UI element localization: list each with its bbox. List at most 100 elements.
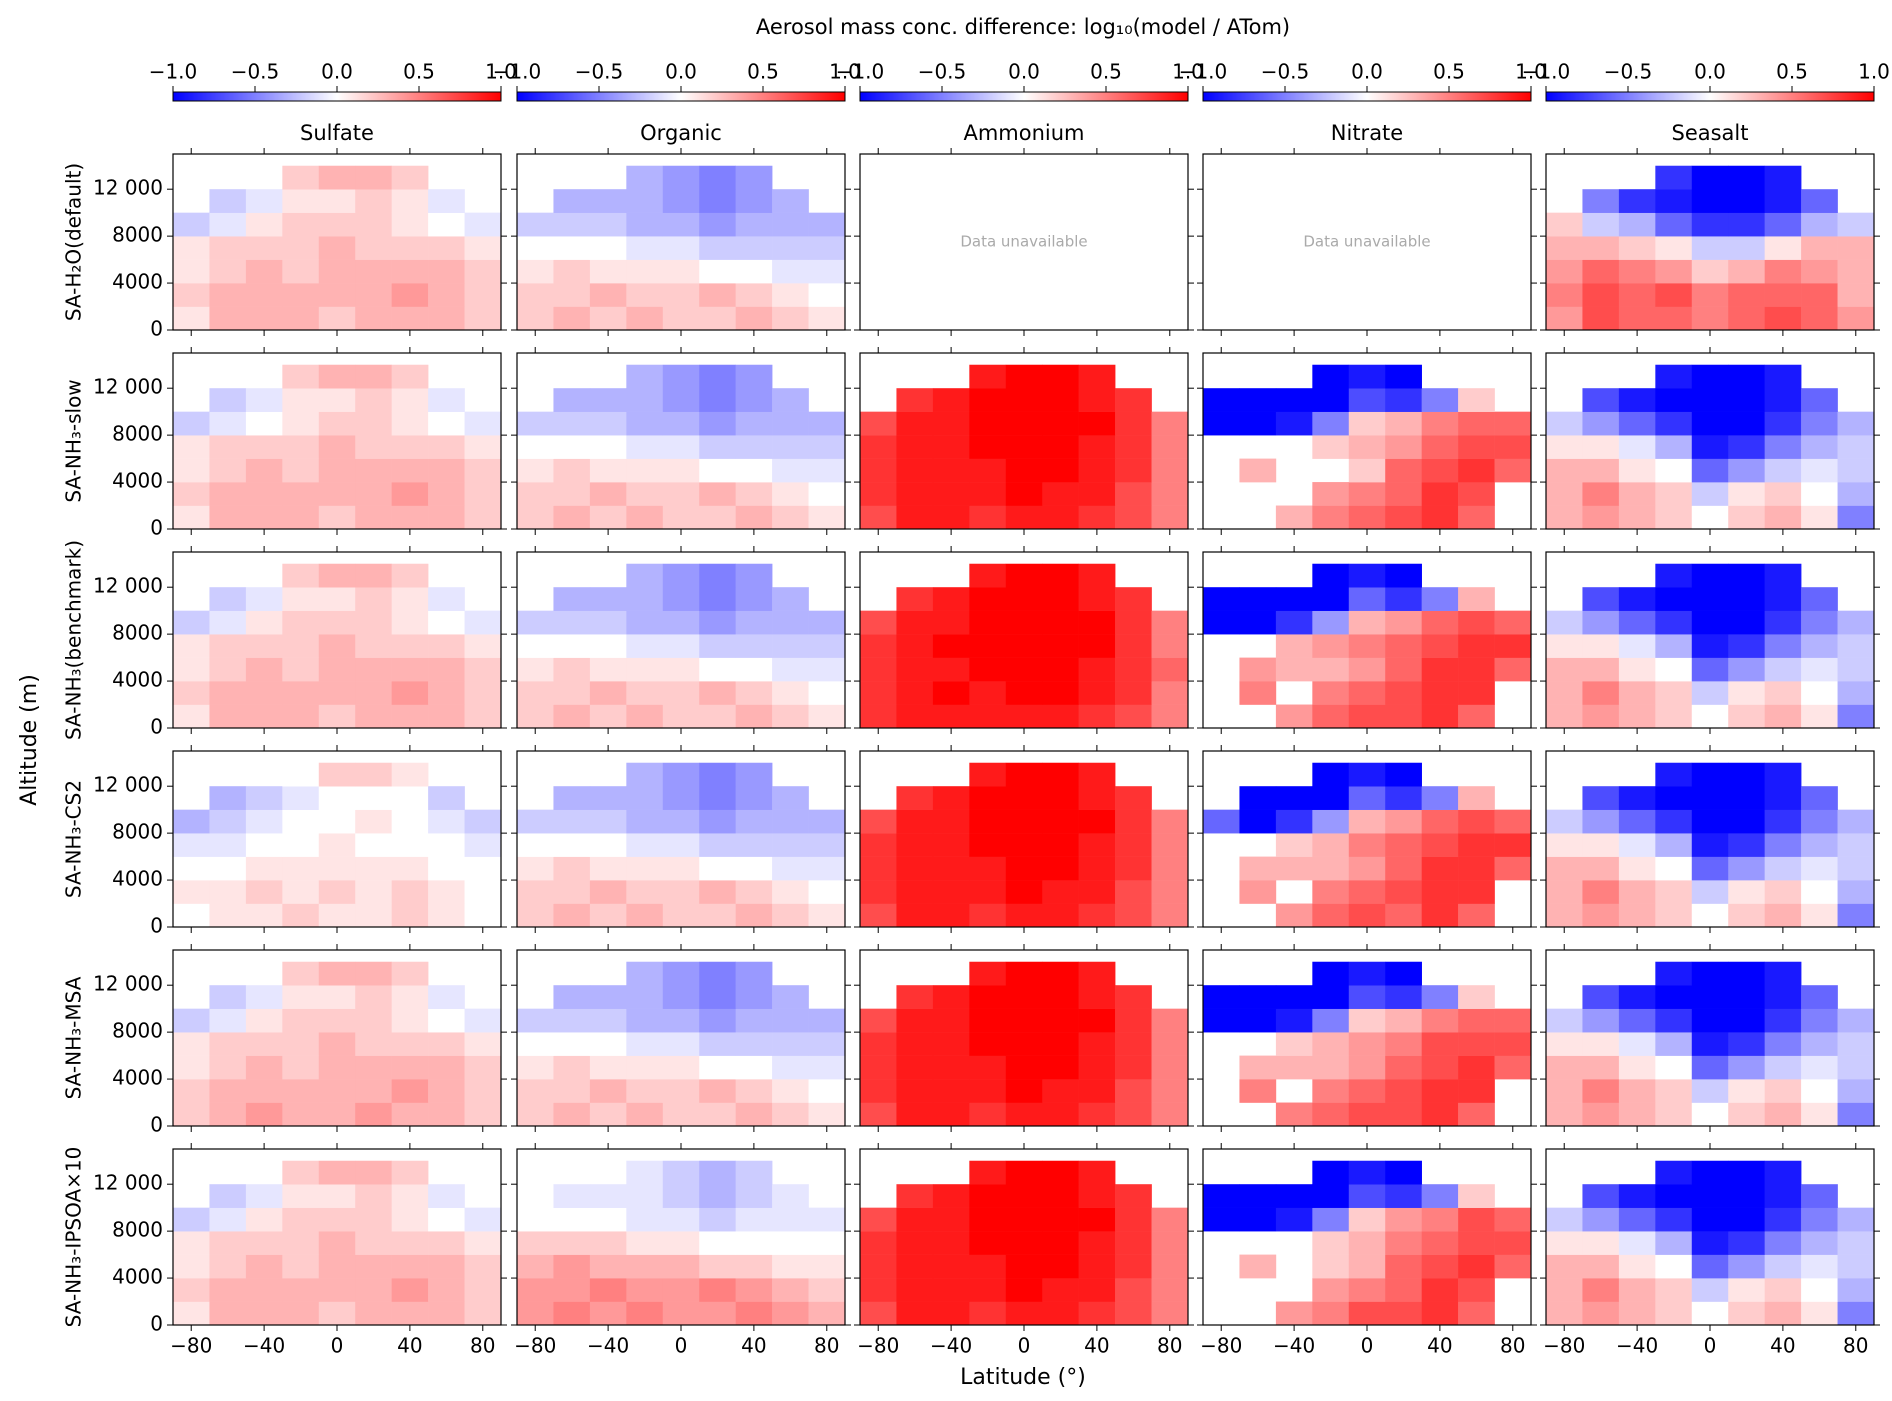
heatmap-cell bbox=[896, 388, 934, 412]
heatmap-cell bbox=[1078, 482, 1116, 506]
heatmap-cell bbox=[1312, 1079, 1350, 1103]
heatmap-cell bbox=[662, 1231, 700, 1255]
heatmap-cell bbox=[1546, 482, 1583, 506]
heatmap-cell bbox=[1275, 1301, 1313, 1326]
heatmap-cell bbox=[391, 657, 429, 682]
heatmap-cell bbox=[1728, 903, 1765, 928]
heatmap-cell bbox=[428, 482, 465, 506]
heatmap-cell bbox=[1385, 786, 1422, 810]
heatmap-cell bbox=[355, 634, 392, 658]
heatmap-cell bbox=[209, 306, 247, 331]
heatmap-cell bbox=[589, 880, 627, 904]
heatmap-cell bbox=[735, 236, 773, 260]
heatmap-cell bbox=[355, 880, 392, 904]
heatmap-cell bbox=[735, 1032, 773, 1056]
heatmap-cell bbox=[662, 458, 700, 483]
heatmap-cell bbox=[1458, 610, 1495, 635]
heatmap-cell bbox=[1837, 236, 1875, 260]
heatmap-cell bbox=[589, 681, 627, 705]
heatmap-cell bbox=[662, 657, 700, 682]
heatmap-cell bbox=[969, 657, 1007, 682]
heatmap-cell bbox=[1312, 1254, 1350, 1279]
colorbar-tick-label: −1.0 bbox=[1522, 60, 1571, 84]
heatmap-cell bbox=[245, 634, 283, 658]
heatmap-cell bbox=[1582, 482, 1620, 506]
heatmap-cell bbox=[969, 1032, 1007, 1056]
heatmap-cell bbox=[1582, 189, 1620, 213]
colorbar-tick-label: 0.0 bbox=[1351, 60, 1383, 84]
heatmap-cell bbox=[428, 1278, 465, 1302]
heatmap-cell bbox=[772, 833, 809, 857]
heatmap-cell bbox=[318, 880, 356, 904]
y-tick-label: 12 000 bbox=[93, 375, 163, 399]
heatmap-cell bbox=[969, 1254, 1007, 1279]
heatmap-cell bbox=[1494, 411, 1532, 436]
heatmap-cell bbox=[517, 1301, 554, 1326]
heatmap-cell bbox=[1348, 458, 1386, 483]
heatmap-cell bbox=[318, 283, 356, 307]
heatmap-cell bbox=[1582, 657, 1620, 682]
heatmap-cell bbox=[772, 388, 809, 412]
heatmap-cell bbox=[1764, 985, 1802, 1009]
heatmap-cell bbox=[391, 1207, 429, 1232]
heatmap-cell bbox=[1618, 212, 1656, 237]
heatmap-cell bbox=[1042, 587, 1079, 611]
heatmap-cell bbox=[553, 1079, 591, 1103]
heatmap-cell bbox=[896, 458, 934, 483]
heatmap-cell bbox=[1655, 482, 1693, 506]
heatmap-cell bbox=[318, 786, 356, 810]
y-tick-label: 0 bbox=[150, 1312, 163, 1336]
heatmap-cell bbox=[1582, 1008, 1620, 1033]
heatmap-cell bbox=[1385, 681, 1422, 705]
heatmap-cell bbox=[553, 1301, 591, 1326]
heatmap-cell bbox=[808, 1231, 846, 1255]
heatmap-cell bbox=[589, 435, 627, 459]
heatmap-cell bbox=[1348, 1254, 1386, 1279]
heatmap-cell bbox=[1239, 1254, 1277, 1279]
heatmap-cell bbox=[1801, 1301, 1838, 1326]
heatmap-cell bbox=[318, 681, 356, 705]
heatmap-cell bbox=[1203, 610, 1240, 635]
heatmap-cell bbox=[626, 306, 664, 331]
heatmap-cell bbox=[282, 961, 320, 986]
heatmap-cell bbox=[699, 903, 736, 928]
heatmap-cell bbox=[245, 1231, 283, 1255]
heatmap-cell bbox=[553, 657, 591, 682]
y-tick-label: 0 bbox=[150, 516, 163, 540]
heatmap-cell bbox=[808, 458, 846, 483]
heatmap-cell bbox=[1728, 1032, 1765, 1056]
heatmap-cell bbox=[1421, 458, 1459, 483]
heatmap-cell bbox=[517, 1032, 554, 1056]
heatmap-cell bbox=[1764, 1207, 1802, 1232]
heatmap-cell bbox=[1691, 1160, 1729, 1185]
heatmap-cell bbox=[1151, 681, 1189, 705]
heatmap-cell bbox=[589, 657, 627, 682]
heatmap-cell bbox=[626, 388, 664, 412]
heatmap-cell bbox=[464, 1008, 502, 1033]
heatmap-cell bbox=[1691, 189, 1729, 213]
heatmap-cell bbox=[772, 587, 809, 611]
heatmap-cell bbox=[1421, 634, 1459, 658]
heatmap-cell bbox=[772, 236, 809, 260]
heatmap-cell bbox=[1837, 657, 1875, 682]
heatmap-cell bbox=[808, 1102, 846, 1127]
heatmap-cell bbox=[1348, 1079, 1386, 1103]
heatmap-cell bbox=[735, 833, 773, 857]
heatmap-cell bbox=[1005, 856, 1043, 881]
heatmap-cell bbox=[517, 435, 554, 459]
heatmap-cell bbox=[209, 903, 247, 928]
heatmap-cell bbox=[808, 435, 846, 459]
heatmap-cell bbox=[626, 1008, 664, 1033]
heatmap-cell bbox=[1837, 306, 1875, 331]
heatmap-cell bbox=[209, 189, 247, 213]
y-tick-label: 4000 bbox=[112, 469, 163, 493]
heatmap-cell bbox=[209, 1231, 247, 1255]
heatmap-cell bbox=[699, 1301, 736, 1326]
heatmap-cell bbox=[1764, 482, 1802, 506]
heatmap-cell bbox=[391, 1231, 429, 1255]
heatmap-cell bbox=[969, 880, 1007, 904]
heatmap-cell bbox=[969, 634, 1007, 658]
heatmap-cell bbox=[662, 212, 700, 237]
heatmap-cell bbox=[1801, 587, 1838, 611]
heatmap-cell bbox=[1837, 1102, 1875, 1127]
